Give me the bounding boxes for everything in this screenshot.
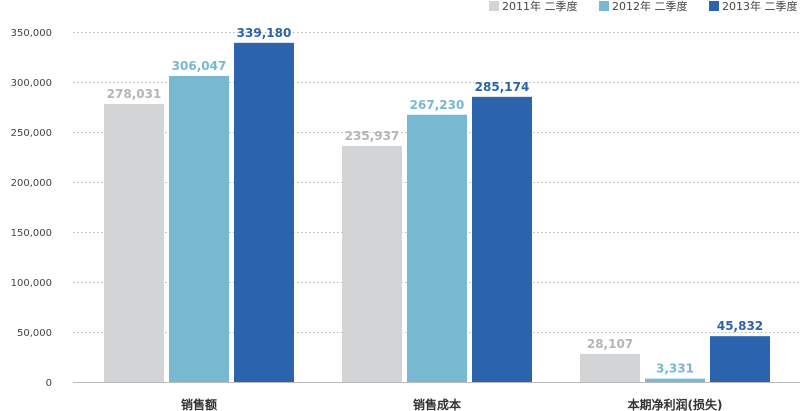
- legend-label: 2013年 二季度: [722, 0, 798, 13]
- bar: [580, 353, 640, 382]
- legend: 2011年 二季度 2012年 二季度 2013年 二季度: [489, 0, 798, 13]
- bar: [710, 336, 770, 382]
- data-label: 339,180: [237, 26, 292, 40]
- data-label: 306,047: [172, 59, 227, 73]
- y-tick-label: 350,000: [11, 28, 52, 39]
- y-tick-label: 150,000: [11, 228, 52, 239]
- x-tick-label: 销售成本: [413, 397, 461, 411]
- legend-swatch: [599, 1, 609, 11]
- y-tick-label: 100,000: [11, 278, 52, 289]
- data-label: 28,107: [587, 337, 633, 351]
- x-axis-labels: 销售额 销售成本 本期净利润(损失): [181, 397, 723, 411]
- data-label: 278,031: [107, 87, 162, 101]
- data-label: 267,230: [410, 98, 465, 112]
- legend-swatch: [489, 1, 499, 11]
- legend-swatch: [709, 1, 719, 11]
- bar: [645, 378, 705, 382]
- y-tick-label: 0: [46, 378, 52, 389]
- y-axis-ticks: 0 50,000 100,000 150,000 200,000 250,000 300,0…: [11, 28, 52, 389]
- y-tick-label: 200,000: [11, 178, 52, 189]
- legend-label: 2012年 二季度: [612, 0, 688, 13]
- bar: [472, 96, 532, 383]
- data-label: 45,832: [717, 319, 763, 333]
- data-label: 285,174: [475, 80, 530, 94]
- data-label: 235,937: [345, 129, 400, 143]
- bar: [234, 42, 294, 382]
- bar: [407, 114, 467, 383]
- x-tick-label: 销售额: [181, 397, 217, 411]
- bar: [169, 75, 229, 382]
- y-tick-label: 50,000: [17, 328, 52, 339]
- bar: [342, 146, 402, 382]
- legend-label: 2011年 二季度: [502, 0, 578, 13]
- bar: [104, 103, 164, 383]
- y-tick-label: 250,000: [11, 128, 52, 139]
- y-tick-label: 300,000: [11, 78, 52, 89]
- data-label: 3,331: [656, 362, 694, 376]
- x-tick-label: 本期净利润(损失): [628, 397, 723, 411]
- bars: [104, 42, 770, 383]
- data-labels: 278,031 235,937 28,107 306,047 267,230 3,331 3…: [107, 26, 763, 376]
